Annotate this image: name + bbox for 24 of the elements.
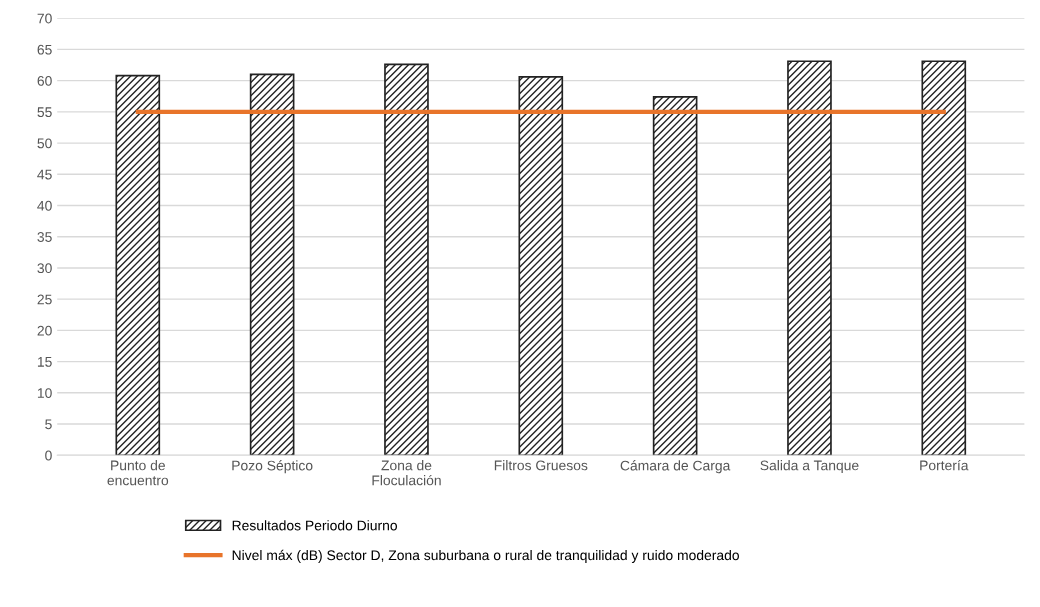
y-tick-label: 10 (37, 388, 52, 398)
x-tick-label: Punto de encuentro (107, 460, 169, 486)
x-tick-label: Salida a Tanque (760, 460, 859, 474)
y-tick-label: 70 (37, 13, 52, 24)
y-tick-label: 25 (37, 294, 52, 305)
x-tick-label: Filtros Gruesos (494, 460, 588, 471)
y-tick-label: 65 (37, 44, 52, 55)
y-tick-label: 40 (37, 200, 52, 211)
y-tick-label: 50 (37, 138, 52, 149)
legend-label: Nivel máx (dB) Sector D, Zona suburbana o rural de tranquilidad y ruido moderado (232, 549, 739, 563)
x-tick-label: Zona de Floculación (372, 460, 441, 486)
y-tick-label: 15 (37, 357, 52, 367)
y-tick-label: 35 (37, 232, 52, 242)
y-tick-label: 30 (37, 263, 52, 274)
y-tick-label: 0 (45, 450, 52, 461)
y-tick-label: 60 (37, 75, 52, 86)
legend-label: Resultados Periodo Diurno (232, 520, 397, 531)
x-tick-label: Pozo Séptico (232, 460, 313, 474)
x-tick-label: Portería (920, 459, 969, 471)
y-tick-label: 55 (37, 107, 52, 118)
x-tick-label: Cámara de Carga (620, 460, 731, 474)
y-tick-label: 20 (37, 325, 52, 336)
y-tick-label: 45 (37, 169, 52, 180)
y-tick-label: 5 (45, 419, 52, 430)
